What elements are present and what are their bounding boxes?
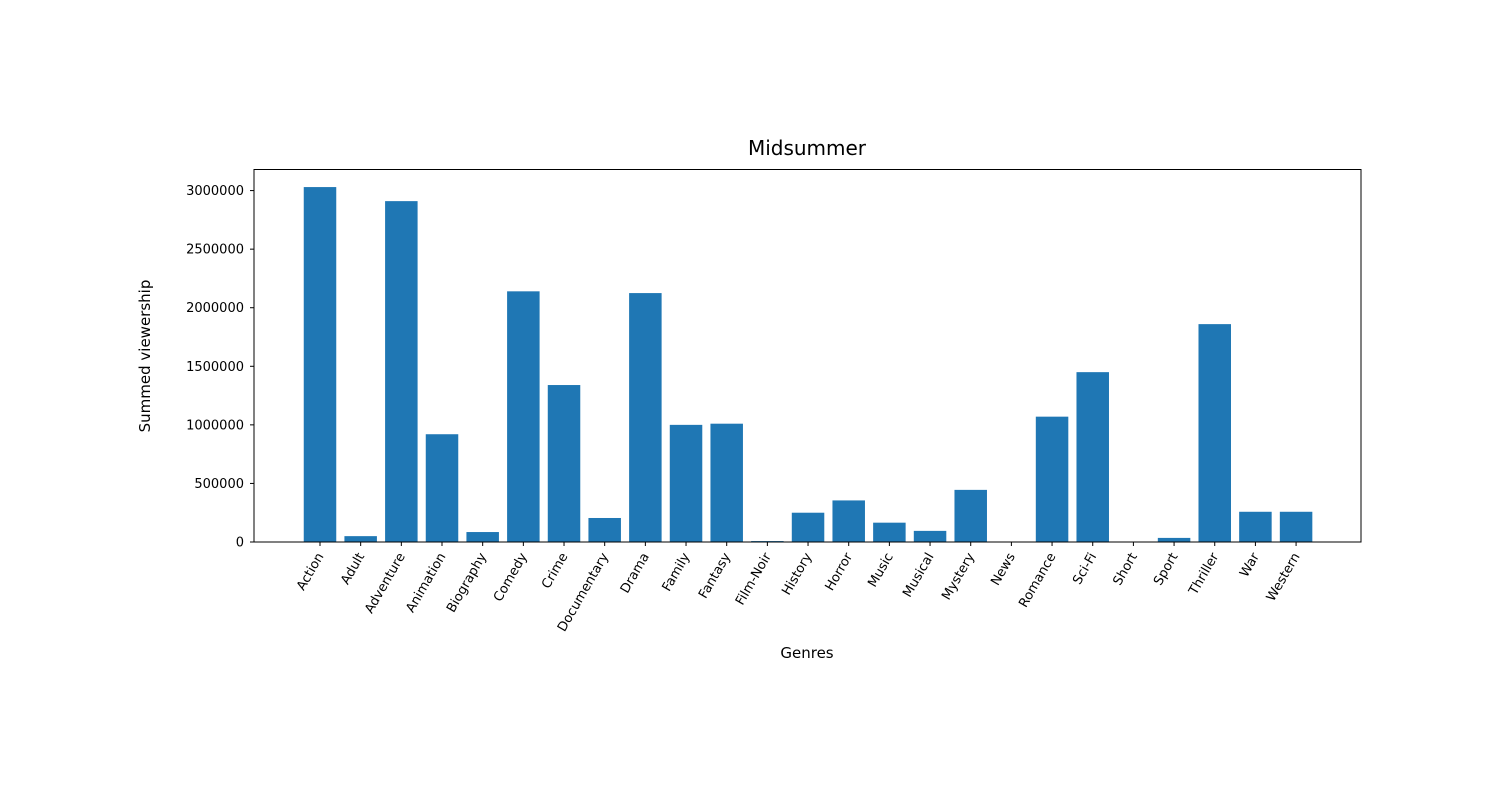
bar-sport — [1157, 537, 1191, 542]
chart-title: Midsummer — [748, 136, 867, 160]
bar-biography — [466, 532, 499, 542]
y-tick-label: 1000000 — [186, 418, 244, 433]
bar-action — [303, 187, 337, 543]
y-axis-title: Summed viewership — [136, 280, 154, 433]
bars-group — [303, 187, 1313, 543]
x-axis-title: Genres — [780, 644, 833, 662]
bar-musical — [913, 530, 947, 542]
y-tick-label: 3000000 — [186, 184, 244, 199]
bar-comedy — [507, 291, 540, 542]
bar-adult — [344, 536, 377, 542]
bar-romance — [1035, 416, 1069, 542]
y-tick-label: 0 — [236, 536, 244, 551]
bar-war — [1239, 511, 1272, 542]
y-axis-ticks: 0 500000 1000000 1500000 2000000 2500000 30000… — [186, 184, 254, 551]
bar-adventure — [385, 201, 418, 542]
y-tick-label: 2000000 — [186, 301, 244, 316]
bar-music — [873, 522, 906, 542]
bar-mystery — [954, 489, 987, 542]
bar-history — [791, 512, 825, 542]
bar-crime — [547, 385, 581, 542]
bar-sci-fi — [1076, 372, 1109, 542]
bar-animation — [425, 434, 459, 542]
bar-western — [1279, 511, 1313, 542]
y-tick-label: 1500000 — [186, 360, 244, 375]
bar-horror — [832, 500, 865, 542]
y-tick-label: 500000 — [194, 477, 244, 492]
bar-fantasy — [710, 423, 743, 542]
bar-family — [669, 424, 703, 542]
plot-frame — [253, 169, 1362, 543]
bar-drama — [629, 293, 662, 542]
y-tick-label: 2500000 — [186, 243, 244, 258]
bar-thriller — [1198, 324, 1231, 542]
bar-documentary — [588, 517, 621, 542]
